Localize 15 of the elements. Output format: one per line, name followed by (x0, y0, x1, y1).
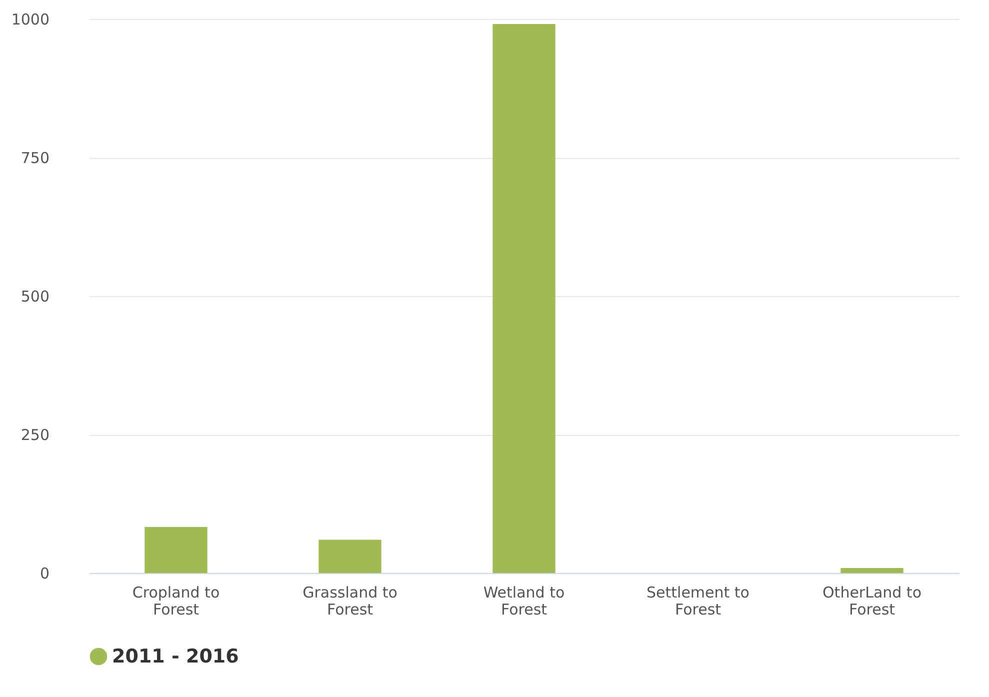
x-tick-label: OtherLand to Forest (822, 584, 922, 618)
x-tick-label: Wetland to Forest (483, 584, 565, 618)
bar (318, 540, 382, 573)
x-tick-label: Cropland to Forest (132, 584, 220, 618)
bar (492, 24, 556, 573)
y-tick-label: 1000 (11, 10, 50, 28)
y-tick-label: 0 (40, 564, 50, 582)
x-tick-label: Settlement to Forest (646, 584, 750, 618)
x-tick-label: Grassland to Forest (302, 584, 398, 618)
y-tick-label: 750 (20, 149, 50, 167)
y-tick-label: 250 (20, 426, 50, 444)
bar (144, 527, 208, 573)
y-tick-label: 500 (20, 288, 50, 306)
bar (840, 568, 904, 573)
legend-label: 2011 - 2016 (112, 646, 239, 668)
